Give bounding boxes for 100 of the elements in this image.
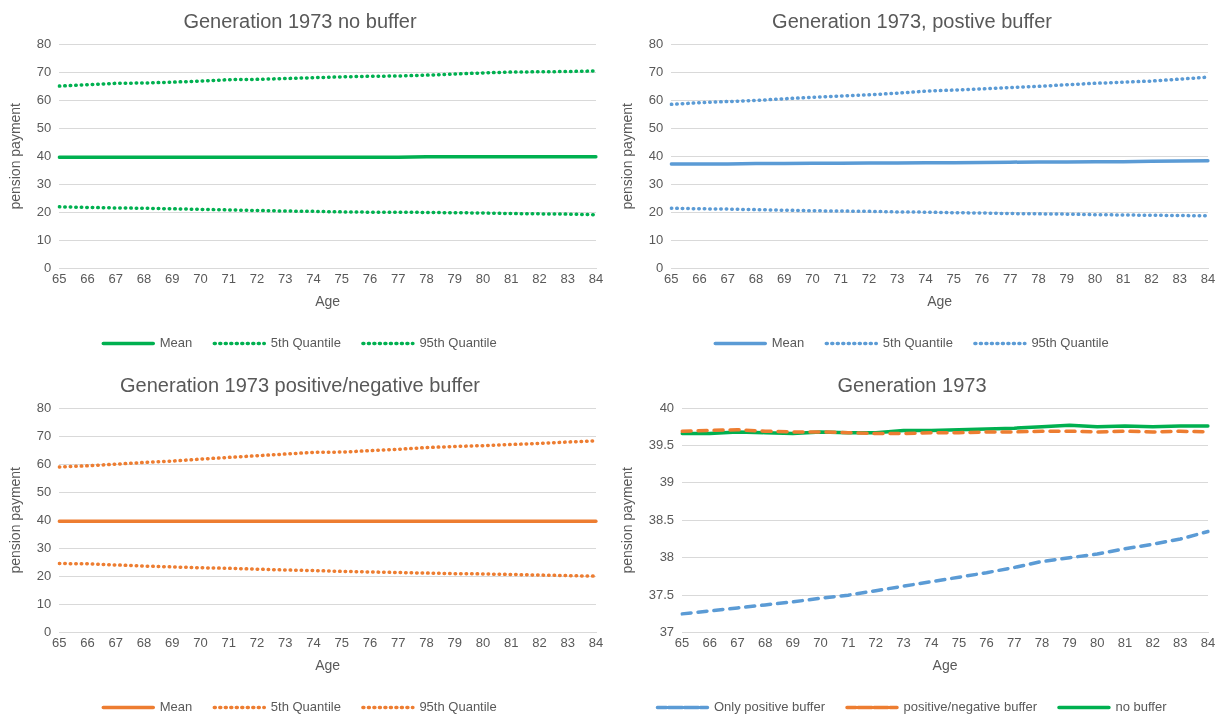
- x-tick-label: 72: [861, 270, 877, 286]
- y-tick-label: 50: [36, 483, 52, 499]
- x-tick-label: 65: [674, 634, 690, 650]
- x-tick-label: 71: [221, 634, 236, 650]
- x-tick-label: 77: [1003, 270, 1018, 286]
- x-axis-title: Age: [932, 657, 958, 674]
- x-tick-label: 68: [136, 634, 152, 650]
- x-tick-label: 76: [979, 634, 994, 650]
- x-tick-label: 70: [193, 270, 208, 286]
- x-tick-label: 70: [805, 270, 820, 286]
- legend-label: 5th Quantile: [270, 335, 341, 351]
- x-tick-label: 69: [165, 270, 180, 286]
- x-tick-label: 82: [1145, 634, 1160, 650]
- x-tick-label: 79: [447, 270, 462, 286]
- y-tick-label: 30: [36, 175, 52, 191]
- x-tick-label: 65: [664, 270, 679, 286]
- y-tick-label: 70: [36, 63, 52, 79]
- x-tick-label: 81: [504, 270, 519, 286]
- x-tick-label: 78: [419, 270, 434, 286]
- x-tick-label: 71: [840, 634, 856, 650]
- x-tick-label: 84: [588, 634, 604, 650]
- x-tick-label: 69: [777, 270, 792, 286]
- y-tick-label: 30: [36, 539, 52, 555]
- x-tick-label: 65: [52, 270, 67, 286]
- y-tick-label: 40: [659, 399, 675, 415]
- y-tick-label: 10: [648, 232, 664, 248]
- x-tick-label: 66: [80, 634, 95, 650]
- x-tick-label: 83: [560, 634, 575, 650]
- x-tick-label: 75: [334, 634, 349, 650]
- x-tick-label: 79: [447, 634, 462, 650]
- x-tick-label: 67: [730, 634, 745, 650]
- x-tick-label: 79: [1059, 270, 1074, 286]
- x-tick-label: 76: [974, 270, 990, 286]
- x-tick-label: 82: [1144, 270, 1159, 286]
- x-tick-label: 68: [757, 634, 773, 650]
- y-tick-label: 40: [36, 511, 52, 527]
- y-axis-title: pension payment: [619, 466, 636, 574]
- x-tick-label: 83: [1173, 634, 1188, 650]
- line-series: [57, 69, 598, 88]
- x-tick-label: 68: [748, 270, 764, 286]
- y-tick-label: 20: [648, 204, 664, 220]
- line-series: [669, 206, 1210, 218]
- y-tick-label: 80: [36, 35, 52, 51]
- x-tick-label: 73: [890, 270, 905, 286]
- x-tick-label: 79: [1062, 634, 1077, 650]
- x-tick-label: 82: [532, 270, 547, 286]
- y-tick-label: 0: [44, 260, 52, 276]
- y-tick-label: 39.5: [648, 437, 675, 453]
- x-tick-label: 75: [334, 270, 349, 286]
- y-tick-label: 60: [36, 455, 52, 471]
- y-tick-label: 70: [36, 427, 52, 443]
- y-tick-label: 39: [659, 474, 675, 490]
- x-tick-label: 69: [165, 634, 180, 650]
- x-tick-label: 78: [1031, 270, 1046, 286]
- x-tick-label: 73: [896, 634, 911, 650]
- legend-label: 95th Quantile: [1031, 335, 1109, 351]
- x-tick-label: 80: [475, 270, 491, 286]
- legend-label: Only positive buffer: [713, 699, 826, 715]
- x-tick-label: 72: [868, 634, 884, 650]
- x-tick-label: 66: [702, 634, 718, 650]
- x-tick-label: 81: [1116, 270, 1131, 286]
- y-tick-label: 20: [36, 204, 52, 220]
- y-tick-label: 10: [36, 596, 52, 612]
- x-tick-label: 84: [1200, 634, 1216, 650]
- x-tick-label: 80: [1087, 270, 1103, 286]
- x-tick-label: 78: [419, 634, 434, 650]
- y-tick-label: 20: [36, 568, 52, 584]
- x-tick-label: 74: [918, 270, 933, 286]
- x-tick-label: 70: [193, 634, 208, 650]
- y-tick-label: 40: [648, 147, 664, 163]
- y-tick-label: 60: [648, 91, 664, 107]
- chart-title: Generation 1973 no buffer: [183, 9, 417, 32]
- legend-label: 5th Quantile: [882, 335, 953, 351]
- x-tick-label: 70: [813, 634, 828, 650]
- x-tick-label: 72: [249, 270, 265, 286]
- x-tick-label: 80: [475, 634, 491, 650]
- legend-label: 95th Quantile: [419, 699, 497, 715]
- x-tick-label: 71: [833, 270, 848, 286]
- x-tick-label: 65: [52, 634, 67, 650]
- y-tick-label: 38: [659, 549, 675, 565]
- y-axis-title: pension payment: [619, 102, 636, 210]
- chart-title: Generation 1973 positive/negative buffer: [120, 373, 481, 396]
- x-tick-label: 80: [1090, 634, 1105, 650]
- x-tick-label: 66: [692, 270, 707, 286]
- y-tick-label: 30: [648, 175, 664, 191]
- x-tick-label: 75: [951, 634, 967, 650]
- chart-title: Generation 1973: [837, 373, 987, 396]
- x-tick-label: 78: [1034, 634, 1050, 650]
- y-tick-label: 60: [36, 91, 52, 107]
- x-tick-label: 77: [391, 270, 406, 286]
- x-tick-label: 71: [221, 270, 236, 286]
- y-tick-label: 70: [648, 63, 664, 79]
- x-tick-label: 82: [532, 634, 547, 650]
- x-tick-label: 84: [588, 270, 604, 286]
- x-axis-title: Age: [315, 657, 341, 674]
- legend-label: Mean: [159, 699, 193, 715]
- x-axis-title: Age: [927, 293, 953, 310]
- chart-title: Generation 1973, postive buffer: [772, 9, 1053, 32]
- y-tick-label: 37.5: [648, 586, 675, 602]
- y-tick-label: 10: [36, 232, 52, 248]
